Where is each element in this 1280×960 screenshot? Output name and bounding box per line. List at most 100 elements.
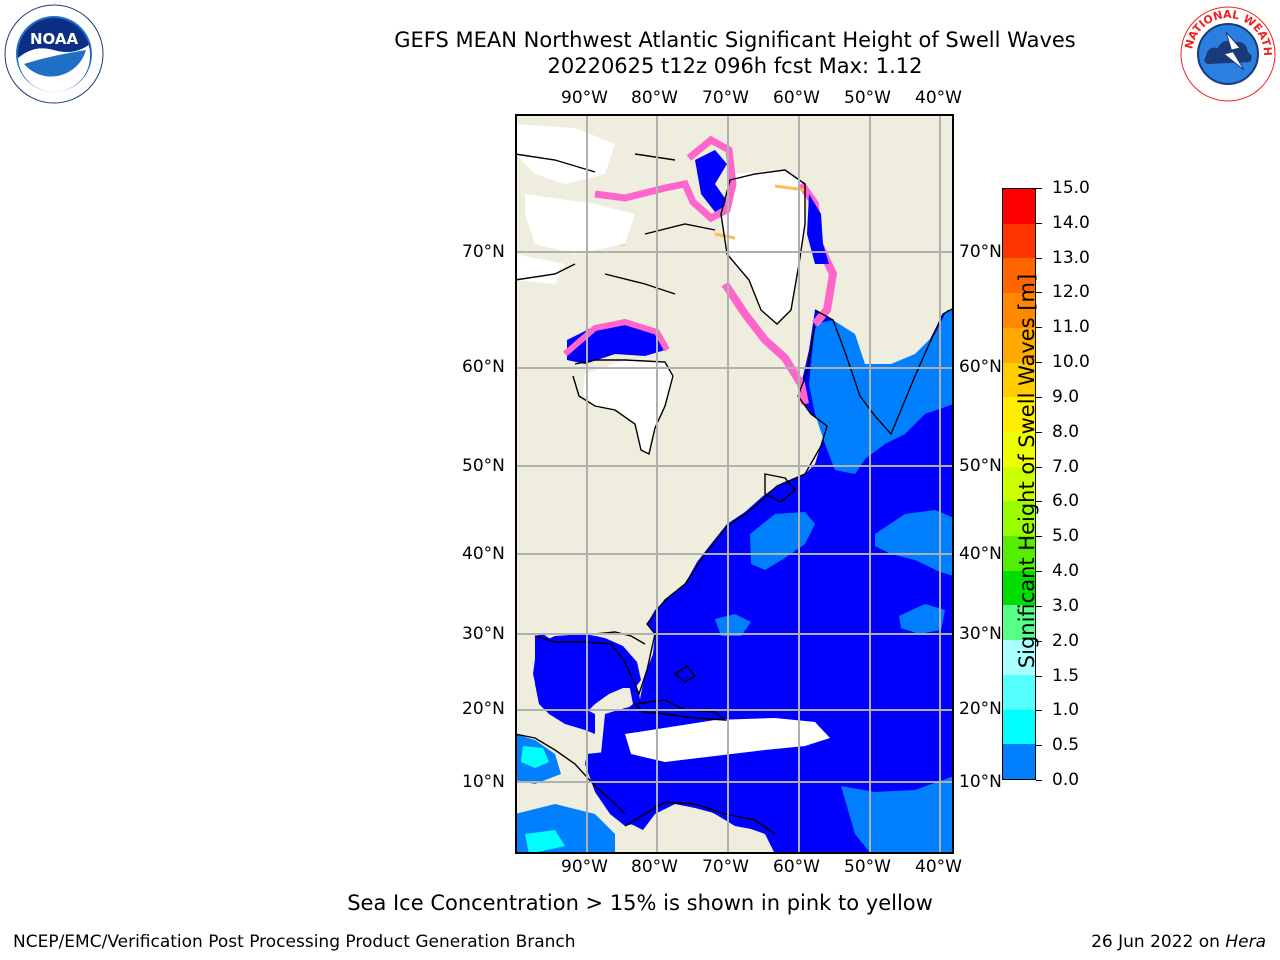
lon-label-top-60w: 60°W	[773, 88, 820, 108]
map-panel	[514, 114, 955, 854]
lat-label-left-70n: 70°N	[462, 242, 505, 262]
colorbar-cell	[1003, 431, 1035, 467]
swell-patch-4	[715, 614, 751, 636]
colorbar-cell	[1003, 536, 1035, 571]
noaa-logo: NOAA	[4, 4, 104, 104]
colorbar-tick-mark	[1036, 675, 1042, 677]
colorbar-tick-label: 7.0	[1052, 456, 1080, 477]
lat-label-right-50n: 50°N	[959, 456, 1002, 476]
lat-label-left-10n: 10°N	[462, 772, 505, 792]
footer-date-text: 26 Jun 2022 on	[1091, 932, 1226, 952]
colorbar-tick-mark	[1036, 327, 1042, 329]
gridlines	[515, 114, 954, 854]
colorbar-cell	[1003, 709, 1035, 745]
colorbar-tick-mark	[1036, 571, 1042, 573]
swell-patch-3	[899, 604, 945, 634]
lat-label-right-10n: 10°N	[959, 772, 1002, 792]
colorbar-tick-label: 6.0	[1052, 491, 1080, 512]
colorbar-tick-label: 13.0	[1052, 247, 1090, 268]
hudson-bay-ice-edge	[563, 318, 670, 357]
colorbar-tick-mark	[1036, 536, 1042, 538]
swell-patch-cyan-2	[525, 830, 565, 854]
map-frame	[515, 114, 954, 854]
colorbar-tick-label: 8.0	[1052, 421, 1080, 442]
colorbar-tick-mark	[1036, 745, 1042, 747]
lon-label-bottom-50w: 50°W	[844, 857, 891, 877]
lon-label-top-50w: 50°W	[844, 88, 891, 108]
swell-patch-2	[875, 510, 954, 576]
arctic-white-3	[515, 254, 565, 284]
colorbar-cell	[1003, 674, 1035, 710]
colorbar-tick-label: 9.0	[1052, 386, 1080, 407]
lat-label-right-40n: 40°N	[959, 544, 1002, 564]
lat-label-right-60n: 60°N	[959, 357, 1002, 377]
lat-label-left-60n: 60°N	[462, 357, 505, 377]
colorbar-tick-mark	[1036, 222, 1042, 224]
colorbar-tick-mark	[1036, 188, 1042, 189]
colorbar-tick-label: 3.0	[1052, 595, 1080, 616]
colorbar-cell	[1003, 605, 1035, 641]
lat-label-right-70n: 70°N	[959, 242, 1002, 262]
colorbar-tick-label: 5.0	[1052, 526, 1080, 547]
colorbar-tick-label: 0.0	[1052, 770, 1080, 790]
lon-label-top-40w: 40°W	[915, 88, 962, 108]
colorbar-tick-mark	[1036, 640, 1042, 642]
baffin-bay	[721, 170, 805, 324]
colorbar-label: Significant Height of Swell Waves [m]	[1015, 273, 1039, 669]
svg-text:NOAA: NOAA	[30, 30, 79, 48]
footer-date: 26 Jun 2022 on Hera	[1091, 932, 1266, 952]
colorbar-cell	[1003, 640, 1035, 675]
lat-label-left-40n: 40°N	[462, 544, 505, 564]
lon-label-bottom-90w: 90°W	[561, 857, 608, 877]
footer-host: Hera	[1225, 932, 1266, 952]
colorbar-cell	[1003, 189, 1035, 224]
nws-logo: NATIONAL WEATHER SERVICE	[1174, 0, 1278, 104]
lon-label-bottom-60w: 60°W	[773, 857, 820, 877]
lat-label-left-20n: 20°N	[462, 699, 505, 719]
colorbar-tick-mark	[1036, 605, 1042, 607]
map-svg	[514, 114, 955, 854]
arctic-channel-ice	[695, 150, 729, 212]
colorbar-cell	[1003, 570, 1035, 606]
colorbar-cell	[1003, 293, 1035, 328]
colorbar-tick-mark	[1036, 292, 1042, 294]
colorbar-tick-label: 0.5	[1052, 735, 1080, 756]
colorbar-tick-mark	[1036, 710, 1042, 712]
colorbar-cell	[1003, 397, 1035, 432]
colorbar-tick-label: 2.0	[1052, 630, 1080, 651]
colorbar-tick-mark	[1036, 396, 1042, 398]
colorbar-tick-label: 1.0	[1052, 700, 1080, 721]
lon-label-top-90w: 90°W	[561, 88, 608, 108]
lat-label-left-50n: 50°N	[462, 456, 505, 476]
colorbar-cell	[1003, 744, 1035, 779]
colorbar-cell	[1003, 501, 1035, 537]
map-subtitle: 20220625 t12z 096h fcst Max: 1.12	[547, 54, 923, 78]
lon-label-bottom-40w: 40°W	[915, 857, 962, 877]
lon-label-top-80w: 80°W	[631, 88, 678, 108]
arctic-channel-ice-edge	[594, 135, 737, 223]
colorbar-tick-mark	[1036, 362, 1042, 364]
colorbar-tick-label: 12.0	[1052, 282, 1090, 303]
colorbar-ticks: 15.0 14.0 13.0 12.0 11.0 10.0 9.0 8.0 7.0 6.0 5.0 4…	[1036, 178, 1096, 790]
colorbar-tick-label: 10.0	[1052, 352, 1090, 373]
arctic-white-2	[525, 194, 635, 254]
colorbar-cell	[1003, 258, 1035, 294]
lat-label-right-20n: 20°N	[959, 699, 1002, 719]
hudson-bay	[583, 360, 675, 454]
colorbar-tick-mark	[1036, 257, 1042, 259]
lon-label-top-70w: 70°W	[702, 88, 749, 108]
coastlines	[514, 153, 955, 835]
colorbar-cell	[1003, 466, 1035, 502]
footer-branch: NCEP/EMC/Verification Post Processing Pr…	[13, 932, 576, 952]
lat-label-right-30n: 30°N	[959, 624, 1002, 644]
lat-label-left-30n: 30°N	[462, 624, 505, 644]
colorbar-tick-label: 4.0	[1052, 561, 1080, 582]
lon-label-bottom-70w: 70°W	[702, 857, 749, 877]
swell-patch-cyan	[521, 746, 549, 768]
colorbar-cell	[1003, 327, 1035, 363]
colorbar-tick-mark	[1036, 466, 1042, 468]
colorbar-tick-label: 1.5	[1052, 665, 1080, 686]
map-title: GEFS MEAN Northwest Atlantic Significant…	[394, 28, 1076, 52]
arctic-white-1	[515, 124, 615, 184]
colorbar-tick-label: 15.0	[1052, 178, 1090, 198]
